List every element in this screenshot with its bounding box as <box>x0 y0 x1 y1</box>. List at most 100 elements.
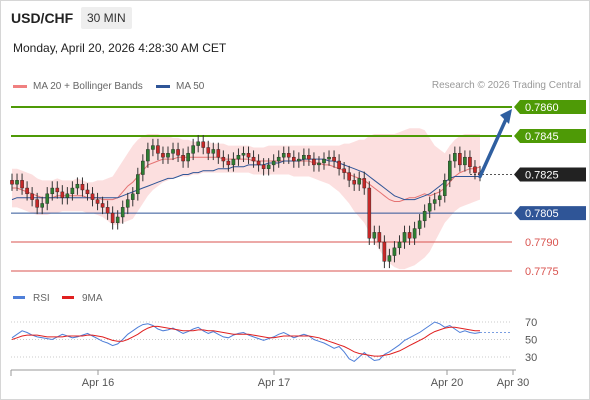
copyright-text: Research © 2026 Trading Central <box>431 80 581 91</box>
candle-body <box>442 180 447 196</box>
candle-body <box>286 153 291 158</box>
candle-body <box>231 158 236 166</box>
candle-body <box>256 160 261 166</box>
candle-body <box>347 172 351 181</box>
candle-body <box>120 207 125 218</box>
candle-body <box>136 174 140 195</box>
candle-body <box>191 145 195 154</box>
legend-bollinger: MA 20 + Bollinger Bands <box>13 81 143 92</box>
candle-body <box>367 187 372 239</box>
candle-body <box>181 155 185 162</box>
candle-body <box>45 193 50 204</box>
candle-body <box>317 162 321 166</box>
candle-body <box>402 232 407 243</box>
legend-bollinger-label: MA 20 + Bollinger Bands <box>33 81 143 92</box>
candle-body <box>453 153 457 162</box>
candle-body <box>40 203 44 208</box>
candle-body <box>236 155 241 160</box>
legend-bollinger-swatch <box>13 84 27 88</box>
candle-body <box>281 153 286 158</box>
candle-body <box>412 228 417 239</box>
candle-body <box>15 180 19 185</box>
rsi-tick-50: 50 <box>525 335 537 347</box>
candle-body <box>342 168 346 173</box>
price-tag-0.7860-bg <box>514 100 586 114</box>
candle-body <box>176 149 180 156</box>
candle-body <box>75 183 80 189</box>
price-tag-0.7845: 0.7845 <box>525 131 559 143</box>
candle-body <box>206 147 211 154</box>
rsi-ma9-line <box>11 325 480 357</box>
price-tag-0.7825: 0.7825 <box>525 170 559 182</box>
price-tag-0.7805: 0.7805 <box>525 208 559 220</box>
candle-body <box>422 210 427 222</box>
candle-body <box>468 156 472 168</box>
candle-body <box>372 232 377 239</box>
bollinger-band-fill <box>12 128 480 270</box>
price-tag-0.7860: 0.7860 <box>525 102 559 114</box>
candle-body <box>297 158 301 162</box>
price-tag-0.7845-bg <box>514 128 586 143</box>
candle-body <box>100 203 105 208</box>
candle-body <box>352 180 356 185</box>
rsi-legend-RSI: RSI <box>33 293 50 304</box>
legend-ma50-label: MA 50 <box>176 81 205 92</box>
candle-body <box>377 232 382 243</box>
candle-body <box>156 145 160 154</box>
candle-body <box>327 156 331 160</box>
candle-body <box>110 212 115 223</box>
candle-body <box>432 199 437 204</box>
legend-ma50-swatch <box>156 84 170 88</box>
candle-body <box>25 187 29 195</box>
candle-body <box>266 164 271 169</box>
candle-body <box>307 155 311 160</box>
candle-body <box>271 160 276 166</box>
candle-body <box>161 153 165 158</box>
rsi-line <box>11 321 481 363</box>
candle-body <box>387 255 392 262</box>
candle-body <box>30 193 34 200</box>
candle-body <box>130 193 135 200</box>
candle-body <box>95 199 100 204</box>
rsi-tick-70: 70 <box>525 317 537 329</box>
candle-body <box>312 158 316 166</box>
candle-body <box>85 189 90 195</box>
candle-body <box>115 216 120 223</box>
candle-body <box>437 195 442 200</box>
x-tick-apr-17: Apr 17 <box>258 377 290 389</box>
candle-body <box>397 241 402 249</box>
rsi-tick-30: 30 <box>525 352 537 364</box>
candle-body <box>246 153 251 158</box>
chart-datetime: Monday, April 20, 2026 4:28:30 AM CET <box>13 41 227 55</box>
candle-body <box>151 145 155 150</box>
candle-body <box>166 153 170 158</box>
candle-body <box>105 207 110 214</box>
candle-body <box>407 232 412 239</box>
candle-body <box>357 178 362 185</box>
candle-body <box>276 156 281 162</box>
candle-body <box>251 156 256 162</box>
candle-body <box>20 180 24 189</box>
candle-body <box>362 178 367 189</box>
x-tick-apr-16: Apr 16 <box>82 377 114 389</box>
candle-body <box>65 193 70 198</box>
candle-body <box>337 160 341 169</box>
candle-body <box>216 149 221 158</box>
candle-body <box>448 160 452 181</box>
x-tick-apr-20: Apr 20 <box>431 377 463 389</box>
candle-body <box>186 153 190 162</box>
candle-body <box>221 156 226 162</box>
candle-body <box>302 155 306 160</box>
candle-body <box>171 149 175 154</box>
legend-ma50: MA 50 <box>156 81 204 92</box>
candle-body <box>50 187 55 195</box>
candle-body <box>261 164 266 169</box>
candle-body <box>90 193 95 200</box>
rsi-legend-9MA: 9MA <box>82 293 103 304</box>
ma50-line <box>11 158 480 201</box>
candle-body <box>417 220 422 229</box>
price-tag-0.7790: 0.7790 <box>525 237 559 249</box>
timeframe-badge[interactable]: 30 MIN <box>81 7 132 29</box>
candle-body <box>458 153 462 166</box>
